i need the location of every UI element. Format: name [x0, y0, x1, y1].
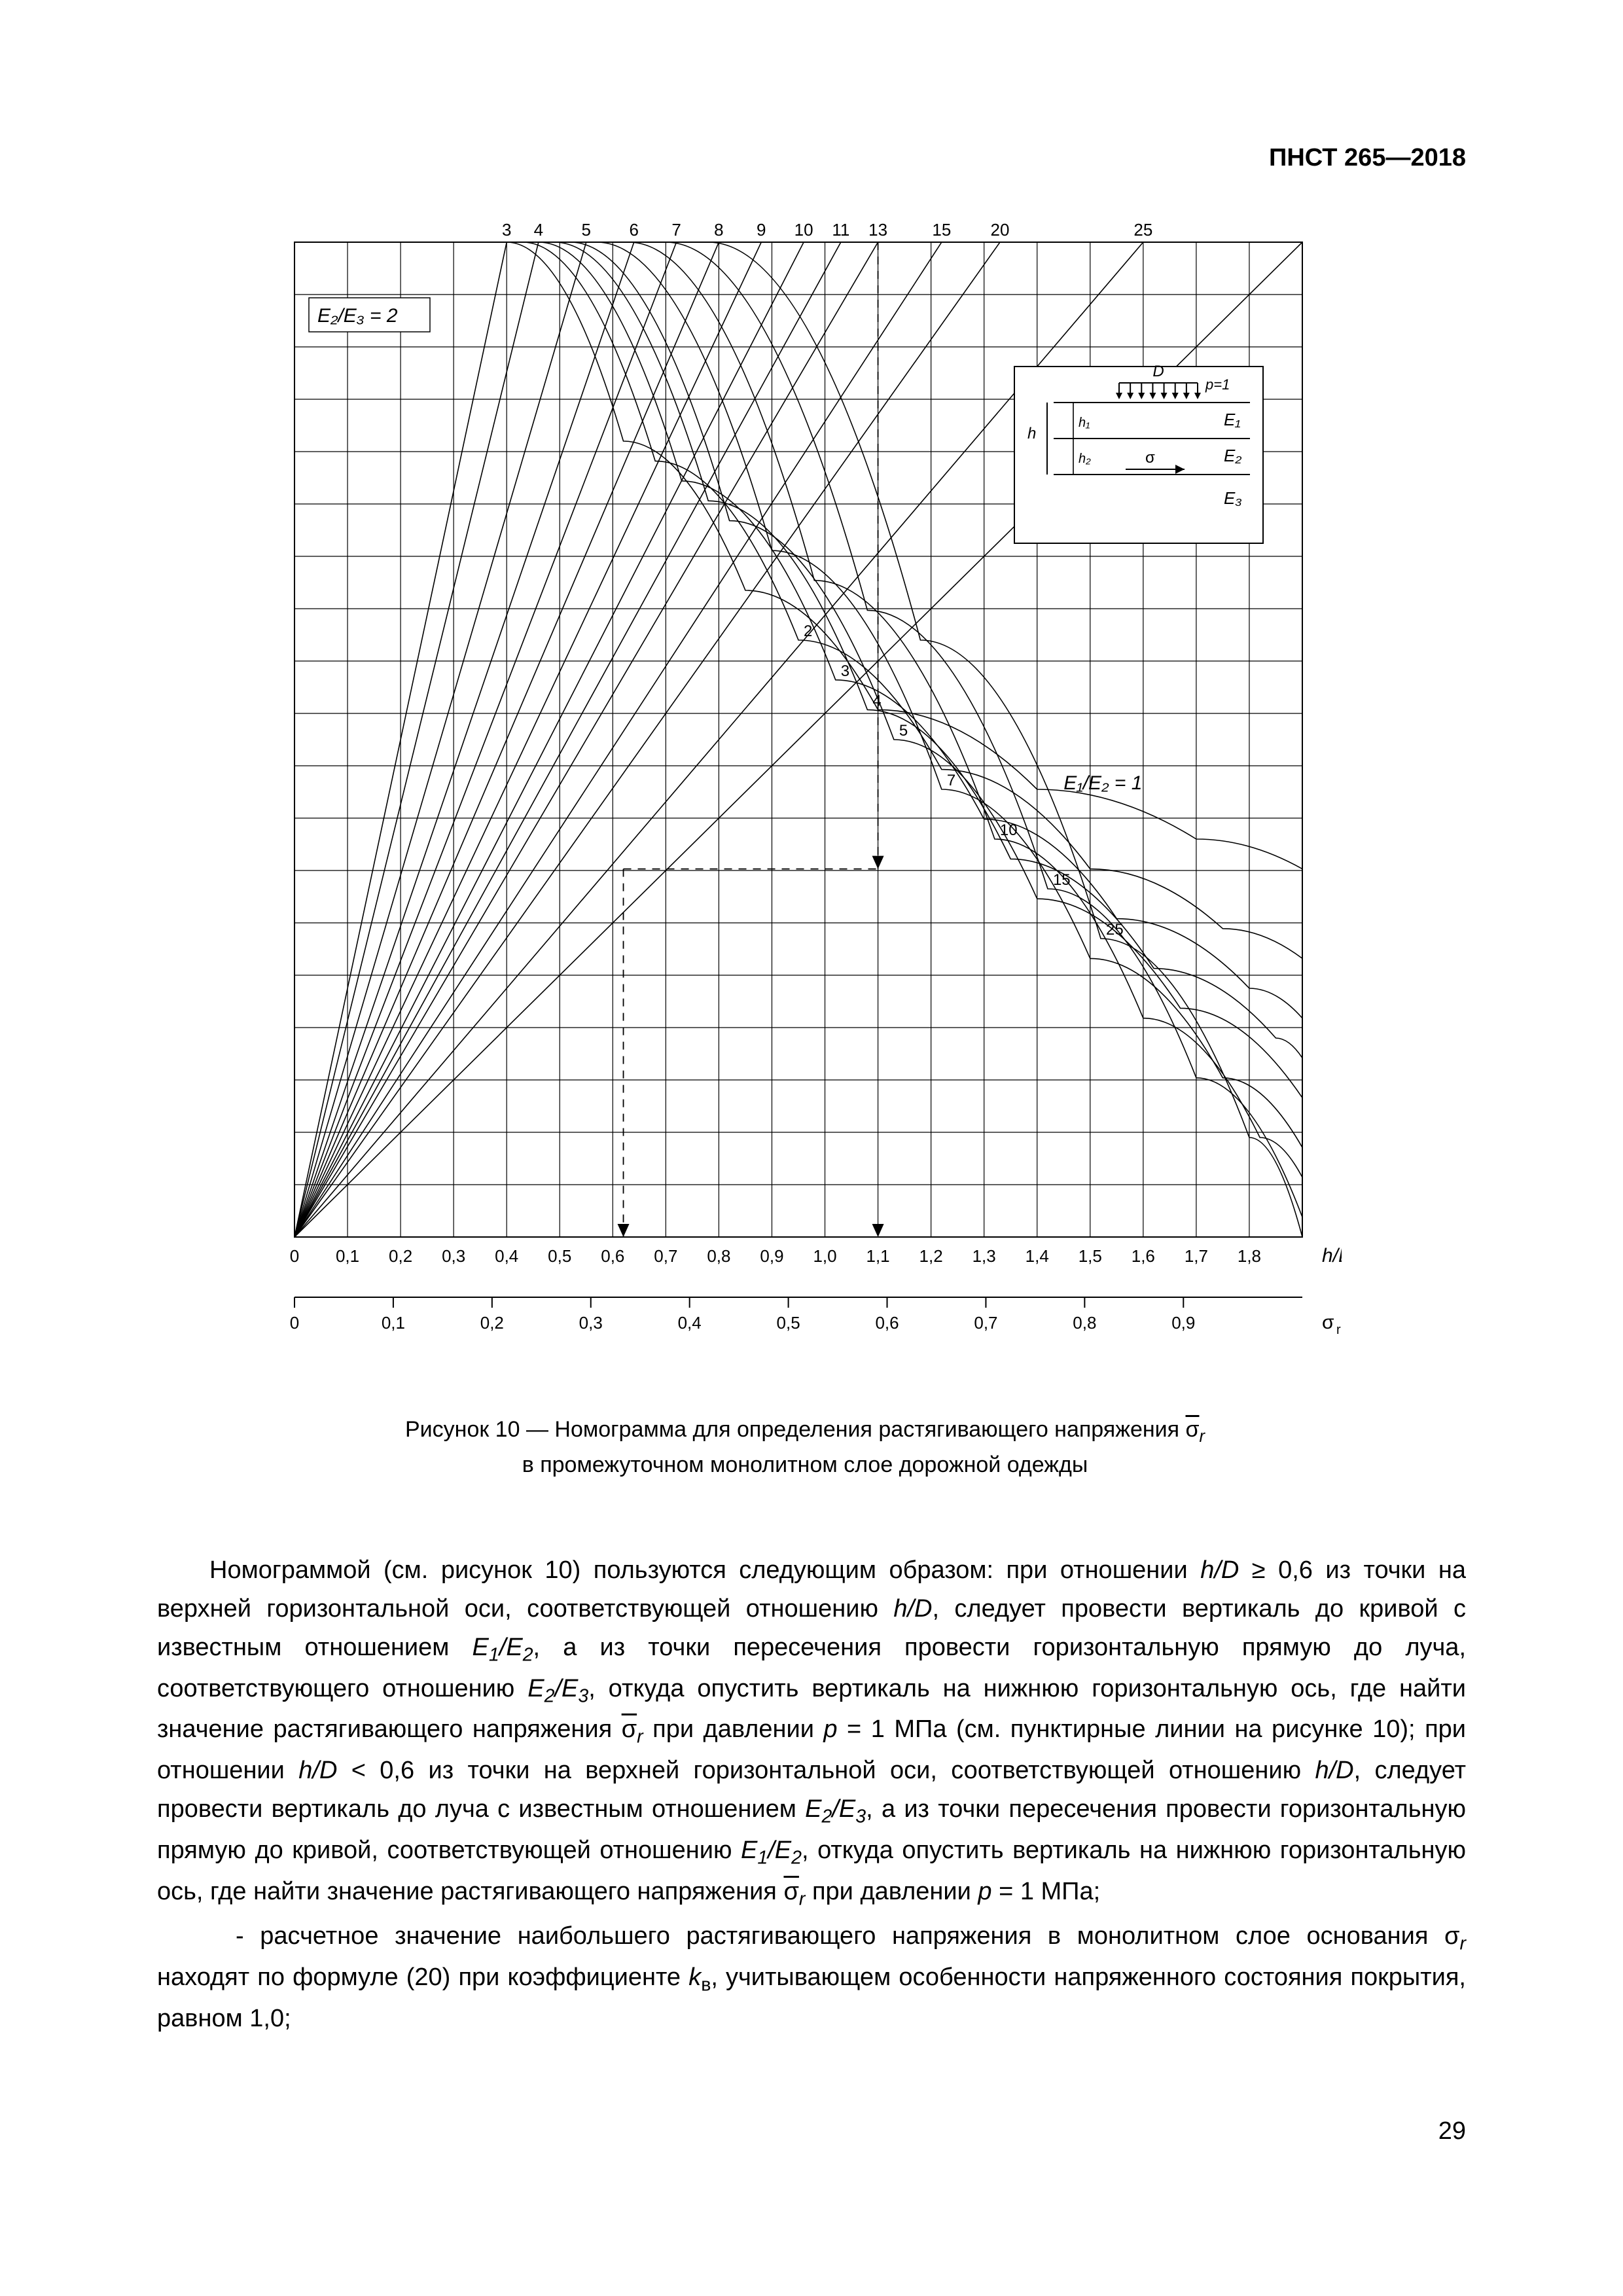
svg-text:σ: σ — [1322, 1312, 1334, 1333]
svg-text:1,4: 1,4 — [1026, 1246, 1049, 1266]
svg-text:7: 7 — [671, 220, 681, 240]
svg-text:0,7: 0,7 — [974, 1313, 997, 1333]
svg-text:0,5: 0,5 — [548, 1246, 571, 1266]
svg-text:9: 9 — [757, 220, 766, 240]
svg-text:E₃: E₃ — [1224, 488, 1242, 508]
svg-text:10: 10 — [794, 220, 813, 240]
svg-text:15: 15 — [932, 220, 951, 240]
svg-text:8: 8 — [714, 220, 723, 240]
svg-text:13: 13 — [868, 220, 887, 240]
svg-text:5: 5 — [582, 220, 591, 240]
svg-text:20: 20 — [991, 220, 1010, 240]
figure-caption: Рисунок 10 — Номограмма для определения … — [268, 1414, 1342, 1481]
page-number: 29 — [1438, 2117, 1466, 2145]
svg-text:15: 15 — [1053, 871, 1071, 889]
svg-text:E₁: E₁ — [1224, 410, 1241, 429]
svg-text:1,2: 1,2 — [919, 1246, 943, 1266]
svg-text:0: 0 — [290, 1313, 299, 1333]
svg-text:5: 5 — [899, 722, 908, 740]
svg-text:3: 3 — [841, 662, 849, 680]
svg-text:10: 10 — [1000, 821, 1018, 839]
paragraph-2: - расчетное значение наибольшего растяги… — [157, 1917, 1466, 2037]
figure-10: 3 4 5 6 7 8 9 10 11 13 15 20 25 E₂/E₃ = 2 2 3 4 5 7 10 15 25 E… — [268, 216, 1342, 1481]
svg-text:25: 25 — [1133, 220, 1152, 240]
svg-text:0,8: 0,8 — [1073, 1313, 1096, 1333]
svg-text:0,1: 0,1 — [382, 1313, 405, 1333]
svg-text:h₂: h₂ — [1079, 452, 1091, 466]
svg-text:4: 4 — [872, 692, 881, 709]
svg-text:h/D: h/D — [1322, 1245, 1342, 1266]
svg-text:h: h — [1027, 425, 1036, 442]
svg-text:0,3: 0,3 — [442, 1246, 465, 1266]
caption-line-2: в промежуточном монолитном слое дорожной… — [522, 1452, 1088, 1477]
svg-text:0,8: 0,8 — [707, 1246, 730, 1266]
body-text: Номограммой (см. рисунок 10) пользуются … — [157, 1551, 1466, 2042]
svg-text:1,8: 1,8 — [1238, 1246, 1261, 1266]
svg-text:r: r — [1336, 1323, 1341, 1337]
svg-text:2: 2 — [804, 622, 812, 640]
svg-text:1,5: 1,5 — [1079, 1246, 1102, 1266]
svg-text:4: 4 — [534, 220, 543, 240]
svg-text:E₂/E₃ = 2: E₂/E₃ = 2 — [317, 305, 398, 327]
svg-text:0,1: 0,1 — [336, 1246, 359, 1266]
svg-text:1,7: 1,7 — [1185, 1246, 1208, 1266]
svg-text:σ: σ — [1145, 449, 1155, 467]
svg-text:D: D — [1152, 363, 1164, 380]
svg-text:1,6: 1,6 — [1132, 1246, 1155, 1266]
svg-text:3: 3 — [502, 220, 511, 240]
svg-text:p=1: p=1 — [1205, 376, 1230, 393]
svg-text:1,0: 1,0 — [813, 1246, 836, 1266]
svg-text:0,2: 0,2 — [480, 1313, 504, 1333]
svg-text:0,9: 0,9 — [760, 1246, 783, 1266]
svg-text:1,1: 1,1 — [866, 1246, 890, 1266]
caption-line-1: Рисунок 10 — Номограмма для определения … — [405, 1417, 1205, 1442]
svg-text:0,3: 0,3 — [579, 1313, 603, 1333]
svg-text:1,3: 1,3 — [972, 1246, 996, 1266]
svg-text:h₁: h₁ — [1079, 416, 1090, 430]
doc-header: ПНСТ 265—2018 — [1269, 144, 1466, 172]
svg-text:0,4: 0,4 — [495, 1246, 518, 1266]
svg-text:11: 11 — [832, 220, 849, 240]
svg-text:6: 6 — [630, 220, 639, 240]
svg-text:0: 0 — [290, 1246, 299, 1266]
svg-text:7: 7 — [947, 772, 955, 789]
svg-text:E₁/E₂ = 1: E₁/E₂ = 1 — [1063, 772, 1142, 794]
svg-text:0,7: 0,7 — [654, 1246, 677, 1266]
svg-text:0,6: 0,6 — [875, 1313, 899, 1333]
svg-text:0,5: 0,5 — [777, 1313, 800, 1333]
svg-text:25: 25 — [1106, 921, 1124, 939]
svg-text:E₂: E₂ — [1224, 446, 1241, 465]
svg-text:0,4: 0,4 — [678, 1313, 702, 1333]
svg-text:0,2: 0,2 — [389, 1246, 412, 1266]
svg-text:0,9: 0,9 — [1171, 1313, 1195, 1333]
nomogram-svg: 3 4 5 6 7 8 9 10 11 13 15 20 25 E₂/E₃ = 2 2 3 4 5 7 10 15 25 E… — [268, 216, 1342, 1381]
svg-text:0,6: 0,6 — [601, 1246, 624, 1266]
paragraph-1: Номограммой (см. рисунок 10) пользуются … — [157, 1551, 1466, 1913]
